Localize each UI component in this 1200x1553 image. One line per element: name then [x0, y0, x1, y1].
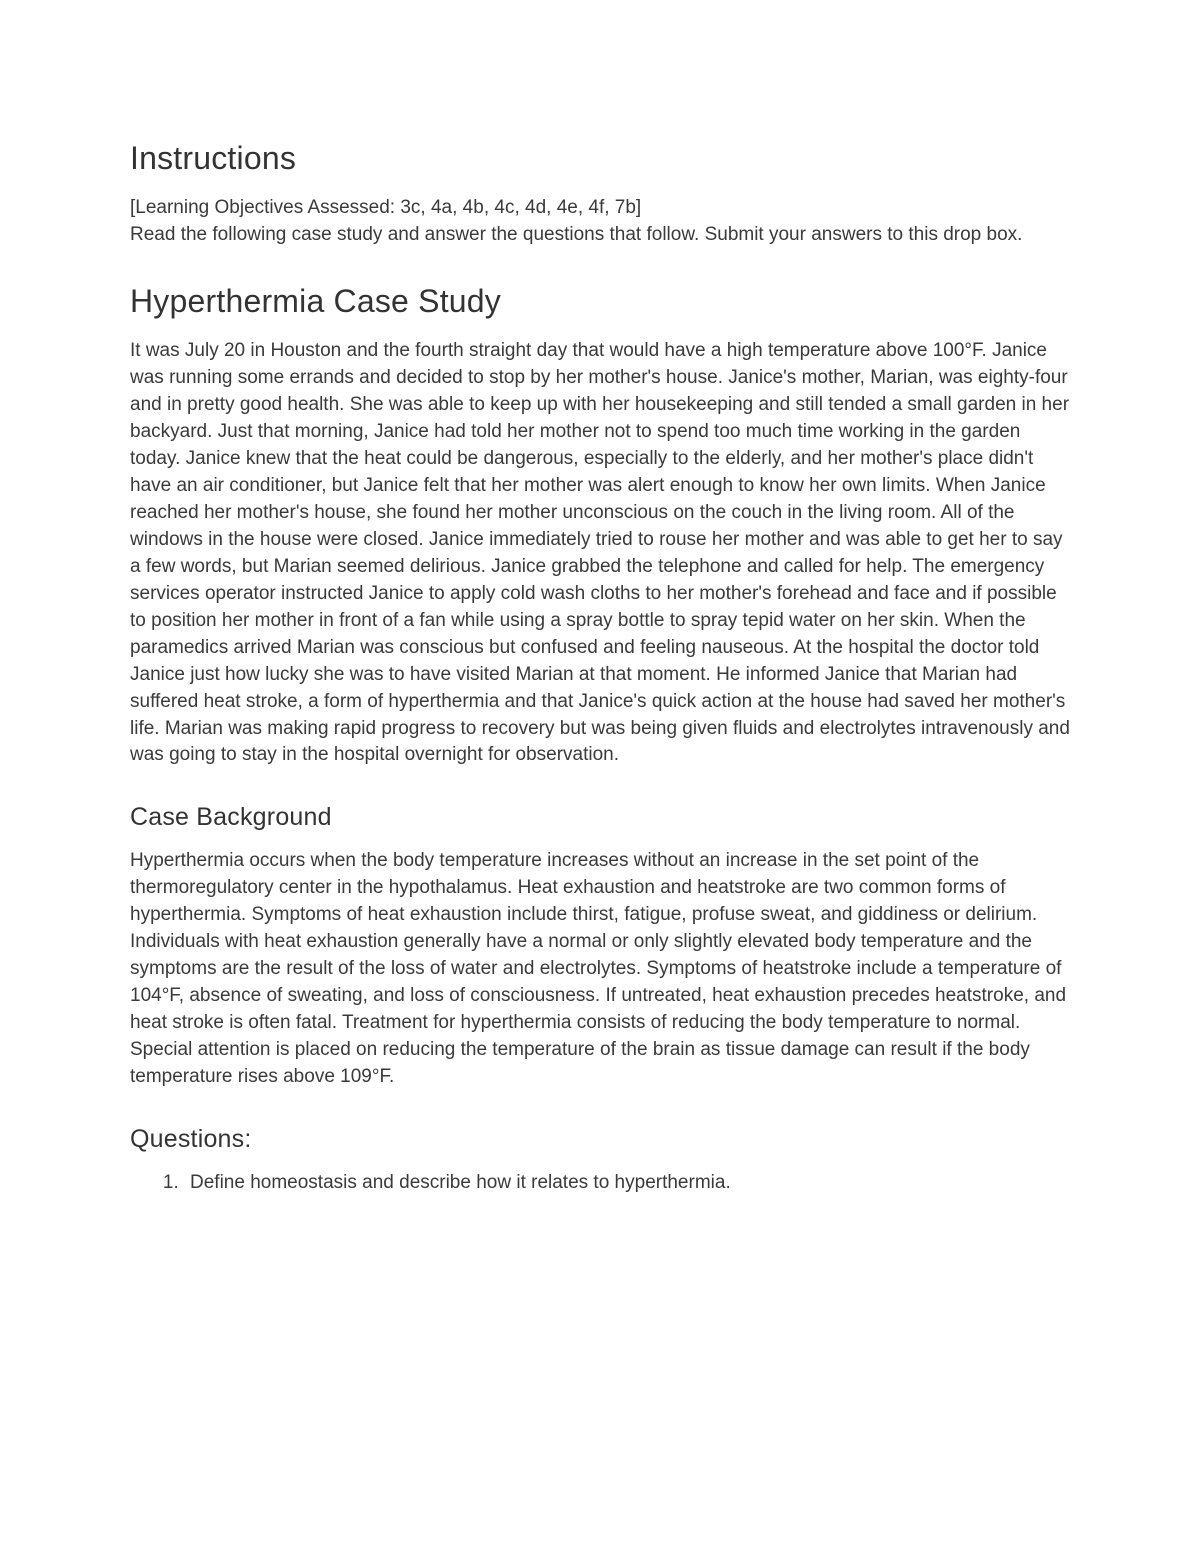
instructions-text: Read the following case study and answer…	[130, 224, 1022, 245]
question-item: Define homeostasis and describe how it r…	[184, 1170, 1070, 1197]
case-study-body: It was July 20 in Houston and the fourth…	[130, 338, 1070, 770]
case-background-heading: Case Background	[130, 803, 1070, 832]
case-background-body: Hyperthermia occurs when the body temper…	[130, 848, 1070, 1091]
learning-objectives: [Learning Objectives Assessed: 3c, 4a, 4…	[130, 197, 641, 218]
case-study-heading: Hyperthermia Case Study	[130, 283, 1070, 320]
questions-heading: Questions:	[130, 1125, 1070, 1154]
questions-list: Define homeostasis and describe how it r…	[130, 1170, 1070, 1197]
instructions-block: [Learning Objectives Assessed: 3c, 4a, 4…	[130, 195, 1070, 249]
instructions-heading: Instructions	[130, 140, 1070, 177]
